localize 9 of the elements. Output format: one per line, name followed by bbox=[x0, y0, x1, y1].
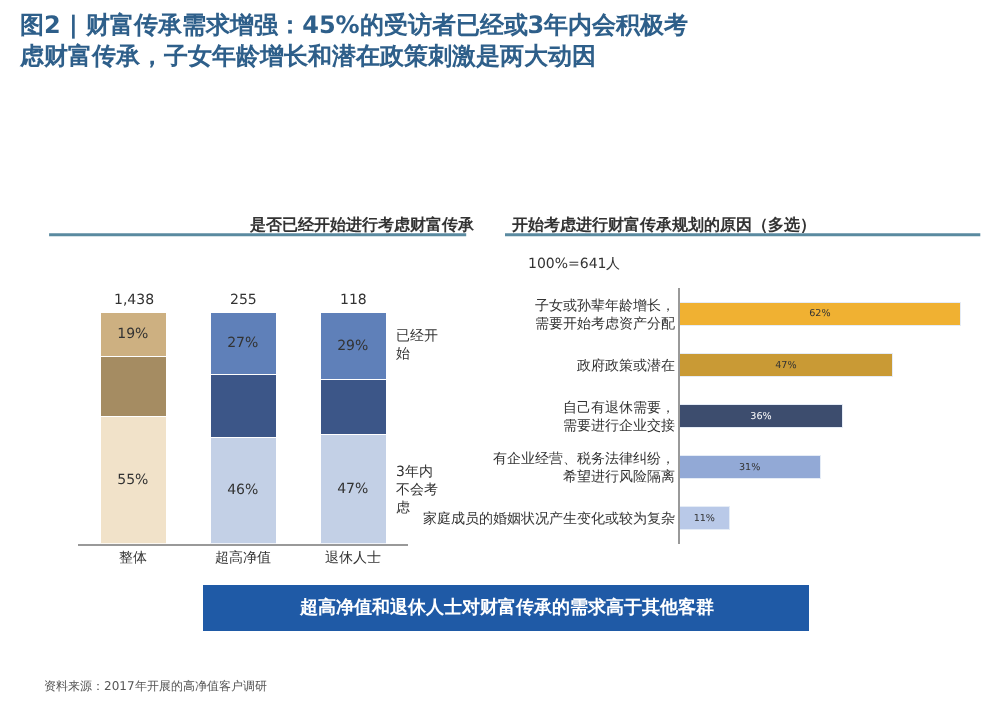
bar bbox=[679, 301, 962, 326]
chart-title: 开始考虑进行财富传承规划的原因（多选） bbox=[510, 214, 816, 234]
chart-subtitle: 是否已经开始进行考虑财富传承 bbox=[248, 214, 476, 234]
bar bbox=[679, 455, 821, 479]
bar bbox=[679, 506, 730, 531]
chart-title: 图2 | 财富传承需求增强：45%的受访者已经或3年内会积极考虑财富传承，子女年龄增长和潜在政策刺激是两大动因 bbox=[18, 10, 689, 70]
bar bbox=[679, 403, 844, 428]
text: 超高净值和退休人士对财富传承的需求高于其他客群 bbox=[298, 597, 714, 619]
bar bbox=[679, 352, 894, 377]
